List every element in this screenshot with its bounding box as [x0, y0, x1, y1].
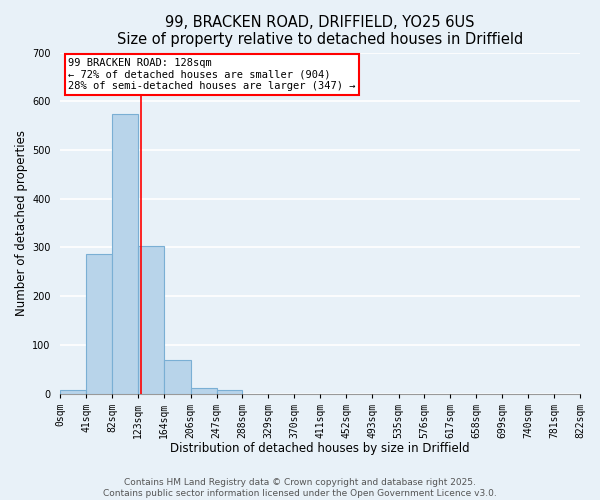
Y-axis label: Number of detached properties: Number of detached properties — [15, 130, 28, 316]
Bar — [164, 360, 191, 394]
Bar — [86, 254, 112, 394]
Bar — [217, 390, 242, 394]
X-axis label: Distribution of detached houses by size in Driffield: Distribution of detached houses by size … — [170, 442, 470, 455]
Bar — [138, 246, 164, 394]
Bar — [112, 114, 138, 394]
Text: 99 BRACKEN ROAD: 128sqm
← 72% of detached houses are smaller (904)
28% of semi-d: 99 BRACKEN ROAD: 128sqm ← 72% of detache… — [68, 58, 356, 91]
Text: Contains HM Land Registry data © Crown copyright and database right 2025.
Contai: Contains HM Land Registry data © Crown c… — [103, 478, 497, 498]
Title: 99, BRACKEN ROAD, DRIFFIELD, YO25 6US
Size of property relative to detached hous: 99, BRACKEN ROAD, DRIFFIELD, YO25 6US Si… — [117, 15, 523, 48]
Bar — [191, 388, 217, 394]
Bar — [61, 390, 86, 394]
